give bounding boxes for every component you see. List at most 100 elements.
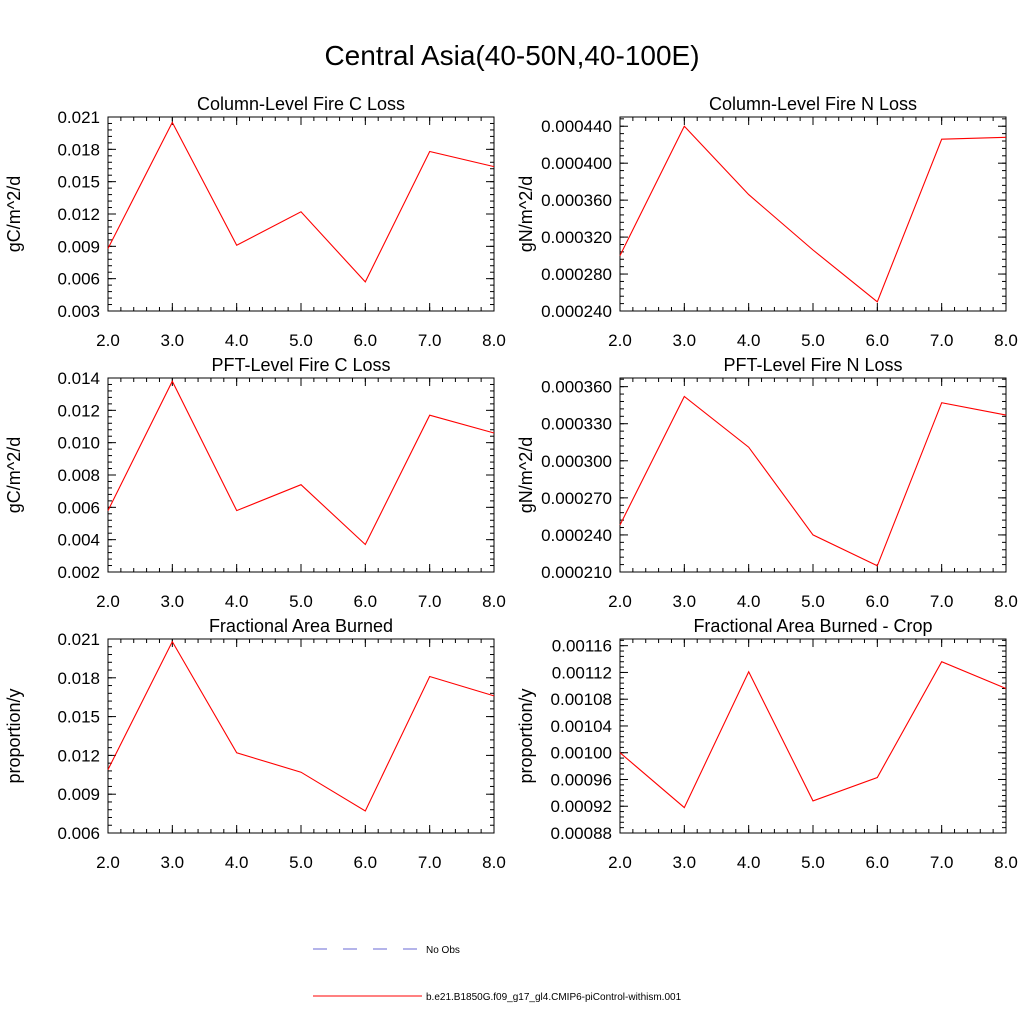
panel-title: Column-Level Fire C Loss	[197, 94, 405, 114]
figure-title: Central Asia(40-50N,40-100E)	[324, 40, 700, 71]
y-tick-label: 0.00108	[551, 690, 612, 709]
y-tick-label: 0.006	[57, 498, 100, 517]
panel-6: Fractional Area Burned - Crop proportion/…	[516, 616, 1018, 872]
x-tick-label: 4.0	[737, 592, 761, 611]
x-tick-label: 7.0	[930, 592, 954, 611]
x-tick-label: 5.0	[289, 853, 313, 872]
x-tick-label: 6.0	[866, 853, 890, 872]
y-tick-label: 0.000400	[541, 154, 612, 173]
y-tick-label: 0.018	[57, 669, 100, 688]
y-tick-label: 0.000210	[541, 563, 612, 582]
plot-frame	[619, 638, 1007, 834]
y-tick-label: 0.00096	[551, 770, 612, 789]
x-tick-label: 5.0	[801, 592, 825, 611]
y-tick-label: 0.000440	[541, 117, 612, 136]
x-tick-label: 4.0	[225, 331, 249, 350]
x-tick-label: 6.0	[354, 853, 378, 872]
y-tick-label: 0.00112	[552, 663, 612, 682]
x-tick-label: 2.0	[96, 592, 120, 611]
x-tick-label: 7.0	[418, 592, 442, 611]
panel-title: Column-Level Fire N Loss	[709, 94, 917, 114]
series-line	[619, 661, 1007, 809]
y-tick-label: 0.000320	[541, 228, 612, 247]
x-tick-label: 6.0	[354, 592, 378, 611]
x-tick-label: 5.0	[801, 853, 825, 872]
x-tick-label: 7.0	[930, 853, 954, 872]
panel-2: Column-Level Fire N Loss gN/m^2/d 2.0 3.0 4.…	[516, 94, 1018, 350]
y-tick-label: 0.012	[57, 746, 100, 765]
x-tick-label: 3.0	[161, 853, 185, 872]
plot-frame	[107, 377, 495, 573]
y-tick-label: 0.000240	[541, 526, 612, 545]
y-tick-label: 0.000280	[541, 265, 612, 284]
y-tick-label: 0.002	[57, 563, 100, 582]
y-tick-label: 0.006	[57, 824, 100, 843]
panel-title: Fractional Area Burned - Crop	[693, 616, 932, 636]
x-tick-label: 2.0	[96, 331, 120, 350]
x-tick-label: 6.0	[866, 592, 890, 611]
x-tick-label: 8.0	[994, 331, 1018, 350]
y-axis-label: gN/m^2/d	[516, 437, 536, 513]
y-tick-label: 0.008	[57, 466, 100, 485]
legend: No Obs b.e21.B1850G.f09_g17_gl4.CMIP6-piC…	[313, 945, 682, 1003]
y-tick-label: 0.014	[57, 369, 100, 388]
x-tick-label: 3.0	[161, 331, 185, 350]
panel-4: PFT-Level Fire N Loss gN/m^2/d 2.0 3.0 4.0 5.…	[516, 355, 1018, 611]
x-tick-label: 4.0	[225, 853, 249, 872]
legend-label-1: No Obs	[426, 945, 460, 956]
x-tick-label: 6.0	[354, 331, 378, 350]
x-tick-label: 8.0	[482, 592, 506, 611]
y-tick-label: 0.00104	[551, 717, 612, 736]
x-tick-label: 7.0	[418, 853, 442, 872]
y-tick-label: 0.00116	[552, 637, 612, 656]
x-tick-label: 2.0	[608, 592, 632, 611]
x-tick-label: 5.0	[289, 331, 313, 350]
x-tick-label: 2.0	[96, 853, 120, 872]
y-tick-label: 0.003	[57, 302, 100, 321]
y-tick-label: 0.012	[57, 205, 100, 224]
y-tick-label: 0.021	[57, 108, 100, 127]
panel-1: Column-Level Fire C Loss gC/m^2/d 2.0 3.0 4.…	[4, 94, 506, 350]
plot-frame	[107, 638, 495, 834]
y-axis-label: gN/m^2/d	[516, 176, 536, 252]
x-tick-label: 3.0	[673, 592, 697, 611]
x-tick-label: 2.0	[608, 331, 632, 350]
x-tick-label: 8.0	[482, 853, 506, 872]
y-tick-label: 0.021	[57, 630, 100, 649]
x-tick-label: 3.0	[673, 853, 697, 872]
series-line	[107, 121, 495, 283]
y-tick-label: 0.000330	[541, 415, 612, 434]
plot-frame	[107, 116, 495, 312]
series-line	[107, 640, 495, 812]
series-line	[619, 125, 1007, 303]
x-tick-label: 8.0	[994, 853, 1018, 872]
y-axis-label: proportion/y	[516, 688, 536, 783]
x-tick-label: 3.0	[673, 331, 697, 350]
plot-frame	[619, 377, 1007, 573]
y-tick-label: 0.004	[57, 531, 100, 550]
x-tick-label: 7.0	[418, 331, 442, 350]
x-tick-label: 7.0	[930, 331, 954, 350]
y-tick-label: 0.015	[57, 173, 100, 192]
y-tick-label: 0.000270	[541, 489, 612, 508]
series-line	[619, 395, 1007, 567]
y-tick-label: 0.000240	[541, 302, 612, 321]
y-tick-label: 0.018	[57, 140, 100, 159]
x-tick-label: 5.0	[289, 592, 313, 611]
x-tick-label: 3.0	[161, 592, 185, 611]
x-tick-label: 8.0	[994, 592, 1018, 611]
y-tick-label: 0.012	[57, 401, 100, 420]
y-tick-label: 0.000360	[541, 378, 612, 397]
series-line	[107, 379, 495, 546]
panel-title: PFT-Level Fire C Loss	[211, 355, 390, 375]
y-axis-label: proportion/y	[4, 688, 24, 783]
y-tick-label: 0.000360	[541, 191, 612, 210]
x-tick-label: 4.0	[737, 331, 761, 350]
y-axis-label: gC/m^2/d	[4, 437, 24, 513]
panel-title: PFT-Level Fire N Loss	[723, 355, 902, 375]
x-tick-label: 6.0	[866, 331, 890, 350]
x-tick-label: 2.0	[608, 853, 632, 872]
y-tick-label: 0.009	[57, 237, 100, 256]
x-tick-label: 8.0	[482, 331, 506, 350]
